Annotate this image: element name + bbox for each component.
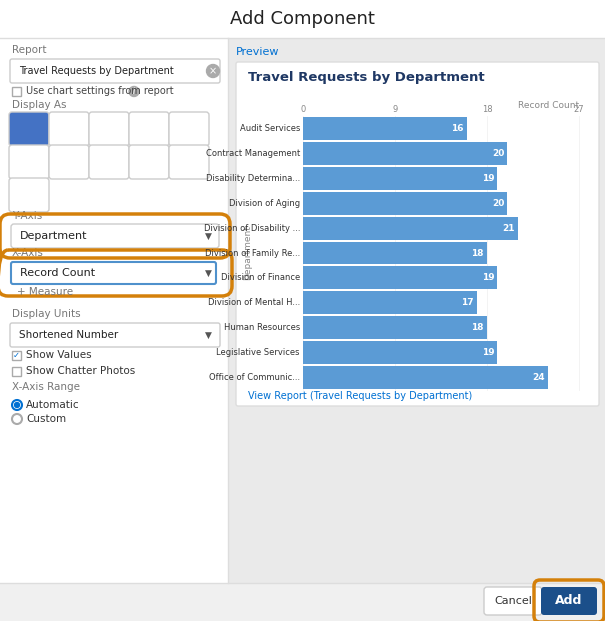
FancyBboxPatch shape	[9, 178, 49, 212]
Text: Display As: Display As	[12, 100, 67, 110]
Bar	[303, 217, 518, 240]
Text: 9: 9	[393, 105, 397, 114]
Bar	[12, 87, 21, 96]
Circle shape	[129, 86, 139, 96]
Text: Y-Axis: Y-Axis	[12, 211, 42, 221]
Circle shape	[12, 400, 22, 410]
Bar	[303, 117, 466, 140]
FancyBboxPatch shape	[89, 112, 129, 146]
Text: Display Units: Display Units	[12, 309, 80, 319]
Text: 19: 19	[482, 174, 494, 183]
Circle shape	[206, 65, 220, 78]
Text: Add Component: Add Component	[230, 10, 375, 28]
Bar	[303, 291, 477, 314]
Text: Department: Department	[20, 231, 88, 241]
Bar	[303, 242, 487, 265]
Text: Audit Services: Audit Services	[240, 124, 300, 133]
FancyBboxPatch shape	[89, 145, 129, 179]
Text: Human Resources: Human Resources	[224, 323, 300, 332]
Circle shape	[12, 414, 22, 424]
FancyBboxPatch shape	[11, 262, 216, 284]
Text: View Report (Travel Requests by Department): View Report (Travel Requests by Departme…	[248, 391, 473, 401]
Text: 24: 24	[533, 373, 545, 382]
Circle shape	[15, 402, 19, 407]
Text: ▼: ▼	[204, 268, 211, 278]
Bar	[12, 351, 21, 360]
Text: 19: 19	[482, 273, 494, 283]
FancyBboxPatch shape	[129, 112, 169, 146]
Text: Contract Management: Contract Management	[206, 149, 300, 158]
Text: 16: 16	[451, 124, 463, 133]
Bar	[12, 367, 21, 376]
Text: Report: Report	[12, 45, 47, 55]
Text: 20: 20	[492, 199, 505, 207]
Text: 19: 19	[482, 348, 494, 357]
Bar	[303, 366, 548, 389]
FancyBboxPatch shape	[9, 145, 49, 179]
FancyBboxPatch shape	[10, 59, 220, 83]
Text: Division of Mental H...: Division of Mental H...	[208, 298, 300, 307]
Text: Use chart settings from report: Use chart settings from report	[26, 86, 174, 96]
Text: Travel Requests by Department: Travel Requests by Department	[248, 71, 485, 84]
Text: X-Axis Range: X-Axis Range	[12, 382, 80, 392]
Bar	[228, 38, 605, 583]
FancyBboxPatch shape	[169, 112, 209, 146]
Text: i: i	[133, 87, 135, 96]
Text: Add: Add	[555, 594, 583, 607]
Bar	[0, 38, 228, 583]
FancyBboxPatch shape	[541, 587, 597, 615]
FancyBboxPatch shape	[9, 112, 49, 146]
Text: ▼: ▼	[204, 330, 211, 340]
Text: 21: 21	[502, 224, 515, 233]
Text: Office of Communic...: Office of Communic...	[209, 373, 300, 382]
FancyBboxPatch shape	[49, 145, 89, 179]
Text: Show Chatter Photos: Show Chatter Photos	[26, 366, 136, 376]
Text: Record Count: Record Count	[518, 101, 579, 111]
Text: ×: ×	[209, 66, 217, 76]
Text: Division of Family Re...: Division of Family Re...	[204, 248, 300, 258]
FancyBboxPatch shape	[236, 62, 599, 406]
Text: 0: 0	[300, 105, 306, 114]
FancyBboxPatch shape	[49, 112, 89, 146]
Text: 18: 18	[471, 323, 484, 332]
Text: Division of Finance: Division of Finance	[221, 273, 300, 283]
FancyBboxPatch shape	[129, 145, 169, 179]
Text: Preview: Preview	[236, 47, 280, 57]
Text: Cancel: Cancel	[494, 596, 532, 606]
Text: X-Axis: X-Axis	[12, 248, 44, 258]
Text: Show Values: Show Values	[26, 350, 91, 361]
Bar	[303, 266, 497, 289]
Text: + Measure: + Measure	[17, 287, 73, 297]
Text: 20: 20	[492, 149, 505, 158]
Text: Division of Disability ...: Division of Disability ...	[203, 224, 300, 233]
Bar	[303, 142, 508, 165]
Text: 17: 17	[461, 298, 474, 307]
Text: Disability Determina...: Disability Determina...	[206, 174, 300, 183]
FancyBboxPatch shape	[169, 145, 209, 179]
Text: 18: 18	[482, 105, 492, 114]
Text: 27: 27	[574, 105, 584, 114]
Text: Division of Aging: Division of Aging	[229, 199, 300, 207]
Bar	[303, 192, 508, 215]
Text: Legislative Services: Legislative Services	[217, 348, 300, 357]
Text: 18: 18	[471, 248, 484, 258]
Text: Automatic: Automatic	[26, 400, 80, 410]
FancyBboxPatch shape	[484, 587, 542, 615]
Bar	[303, 316, 487, 339]
Text: Custom: Custom	[26, 414, 66, 424]
Text: ✓: ✓	[13, 351, 20, 360]
Text: ▼: ▼	[204, 232, 211, 240]
Text: Department: Department	[243, 225, 252, 281]
FancyBboxPatch shape	[11, 224, 219, 248]
Bar	[0, 0, 605, 38]
Text: Shortened Number: Shortened Number	[19, 330, 118, 340]
Text: Record Count: Record Count	[20, 268, 95, 278]
Text: Travel Requests by Department: Travel Requests by Department	[19, 66, 174, 76]
FancyBboxPatch shape	[10, 323, 220, 347]
Bar	[303, 341, 497, 364]
Bar	[303, 167, 497, 190]
Bar	[0, 583, 605, 621]
